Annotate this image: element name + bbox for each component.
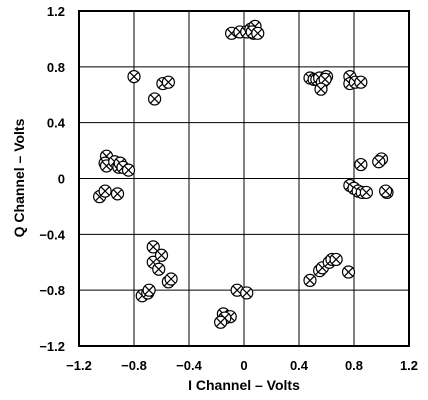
data-point bbox=[354, 75, 368, 89]
y-tick-label: −0.4 bbox=[39, 227, 65, 242]
data-point bbox=[372, 155, 386, 169]
data-point bbox=[154, 248, 169, 262]
data-point bbox=[303, 273, 317, 287]
data-point bbox=[251, 26, 265, 40]
data-point bbox=[214, 315, 228, 329]
data-point bbox=[161, 75, 175, 89]
data-point bbox=[164, 272, 178, 286]
data-point bbox=[359, 185, 373, 200]
data-point bbox=[146, 240, 160, 254]
data-point bbox=[148, 92, 162, 106]
x-tick-label: −1.2 bbox=[66, 358, 92, 373]
data-point bbox=[152, 262, 166, 276]
x-tick-label: 0.4 bbox=[290, 358, 309, 373]
data-point bbox=[127, 70, 141, 84]
y-tick-label: 0.4 bbox=[47, 116, 66, 131]
data-point bbox=[341, 265, 356, 279]
data-point bbox=[98, 184, 112, 198]
data-points bbox=[93, 19, 394, 329]
plot-frame bbox=[78, 10, 410, 347]
x-tick-label: −0.4 bbox=[176, 358, 202, 373]
x-tick-labels: −1.2 −0.8 −0.4 0 0.4 0.8 1.2 bbox=[66, 358, 418, 373]
data-point bbox=[379, 184, 393, 198]
data-point bbox=[318, 72, 332, 86]
y-tick-label: −1.2 bbox=[39, 339, 65, 354]
x-tick-label: 0.8 bbox=[345, 358, 363, 373]
y-tick-labels: 1.2 0.8 0.4 0 −0.4 −0.8 −1.2 bbox=[39, 4, 65, 354]
y-axis-label: Q Channel – Volts bbox=[11, 118, 27, 237]
y-tick-label: −0.8 bbox=[39, 283, 65, 298]
y-tick-label: 0 bbox=[58, 172, 65, 187]
data-point bbox=[110, 187, 125, 201]
data-point bbox=[314, 82, 328, 96]
data-point bbox=[354, 157, 368, 172]
data-point bbox=[121, 163, 136, 177]
y-tick-label: 1.2 bbox=[47, 4, 65, 19]
x-tick-label: 0 bbox=[240, 358, 247, 373]
data-point bbox=[240, 286, 254, 300]
data-point bbox=[329, 252, 343, 267]
x-axis-label: I Channel – Volts bbox=[188, 377, 300, 393]
data-point bbox=[230, 283, 244, 297]
x-tick-label: −0.8 bbox=[121, 358, 147, 373]
x-tick-label: 1.2 bbox=[400, 358, 418, 373]
data-point bbox=[142, 283, 156, 297]
y-tick-label: 0.8 bbox=[47, 60, 65, 75]
